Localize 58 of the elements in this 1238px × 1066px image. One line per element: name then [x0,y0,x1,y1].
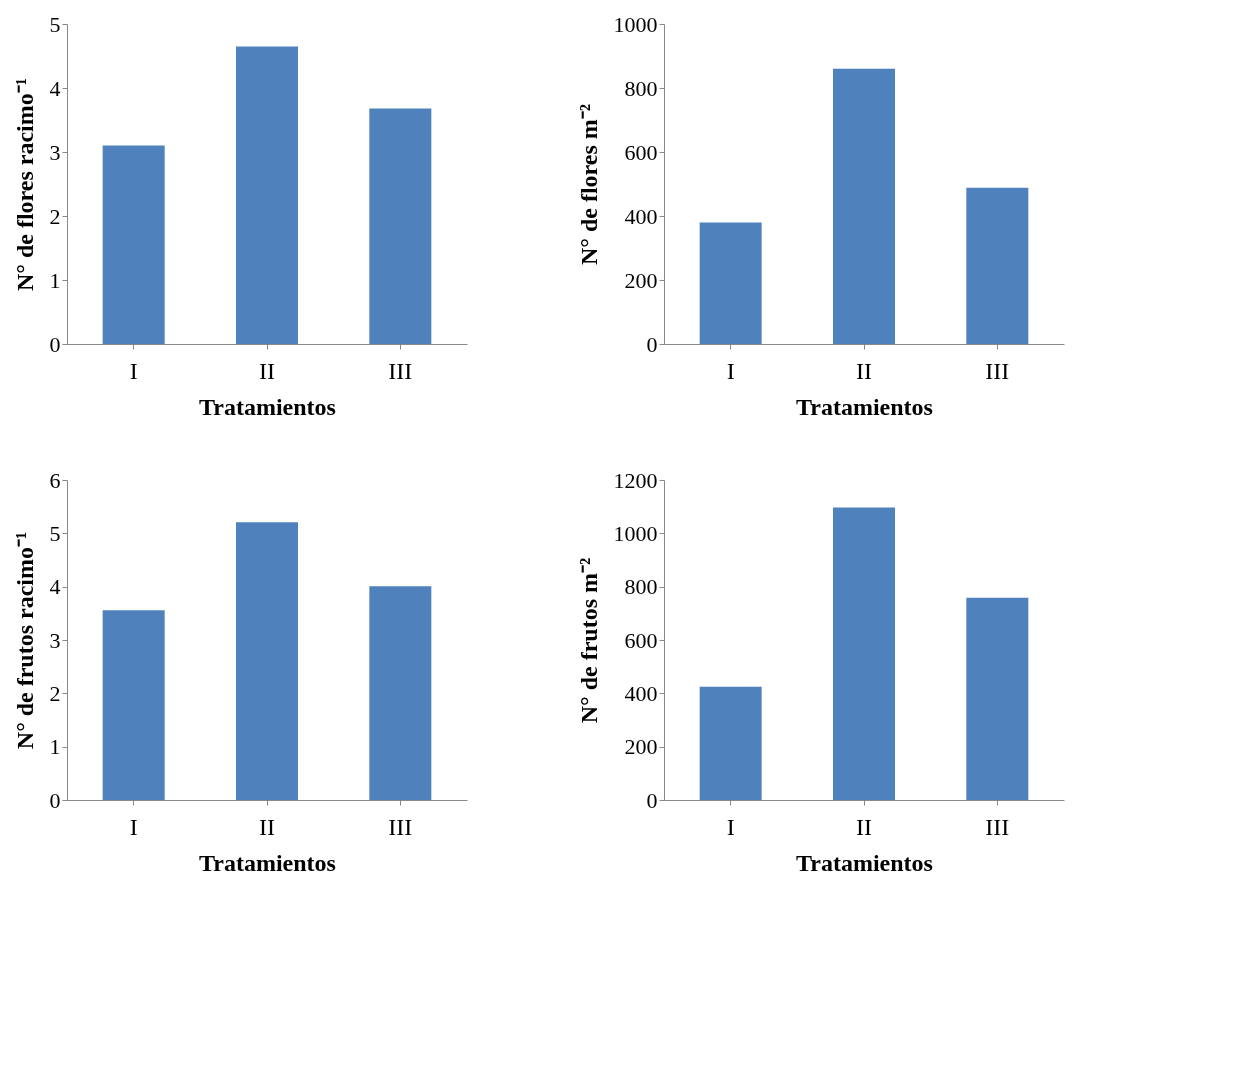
y-tick-label: 4 [49,75,61,101]
bar [966,597,1029,800]
x-tick-label: II [856,813,872,840]
y-tick-label: 5 [49,11,61,37]
x-tick-label: II [259,357,275,384]
y-axis-title: N° de flores m⁻² [575,104,602,265]
x-tick-label: I [726,813,735,840]
bar [833,68,895,344]
y-axis-title: N° de frutos m⁻² [575,557,602,724]
bar [102,610,165,800]
y-tick-label: 2 [49,680,61,706]
y-tick-label: 400 [624,203,658,229]
y-tick-label: 1000 [613,520,658,546]
bar [236,522,298,800]
bar [699,686,762,800]
y-tick-label: 6 [49,467,61,493]
y-tick-label: 600 [624,627,658,653]
y-tick-label: 3 [49,139,61,165]
y-tick-label: 600 [624,139,658,165]
bar [102,145,165,344]
x-tick-label: III [985,813,1010,840]
bar [966,187,1029,344]
bar [369,586,432,800]
x-tick-label: I [129,357,138,384]
x-axis-title: Tratamientos [199,393,336,420]
x-axis-title: Tratamientos [796,849,933,876]
x-tick-label: II [856,357,872,384]
y-tick-label: 3 [49,627,61,653]
y-tick-label: 400 [624,680,658,706]
y-tick-label: 0 [646,787,658,813]
bar [833,507,895,800]
y-tick-label: 800 [624,75,658,101]
y-tick-label: 1000 [613,11,658,37]
y-tick-label: 1200 [613,467,658,493]
y-tick-label: 1 [49,734,61,760]
x-tick-label: III [388,357,413,384]
y-tick-label: 0 [49,331,61,357]
y-tick-label: 0 [646,331,658,357]
y-tick-label: 0 [49,787,61,813]
y-axis-title: N° de flores racimo⁻¹ [11,78,38,291]
x-tick-label: II [259,813,275,840]
x-axis-title: Tratamientos [796,393,933,420]
y-tick-label: 2 [49,203,61,229]
y-tick-label: 200 [624,734,658,760]
bar [236,46,298,344]
x-axis-title: Tratamientos [199,849,336,876]
y-tick-label: 4 [49,574,61,600]
y-tick-label: 5 [49,520,61,546]
y-tick-label: 800 [624,574,658,600]
y-tick-label: 1 [49,267,61,293]
bar [369,108,432,344]
y-axis-title: N° de frutos racimo⁻¹ [11,531,38,750]
x-tick-label: III [985,357,1010,384]
x-tick-label: I [726,357,735,384]
y-tick-label: 200 [624,267,658,293]
x-tick-label: III [388,813,413,840]
x-tick-label: I [129,813,138,840]
bar [699,222,762,344]
